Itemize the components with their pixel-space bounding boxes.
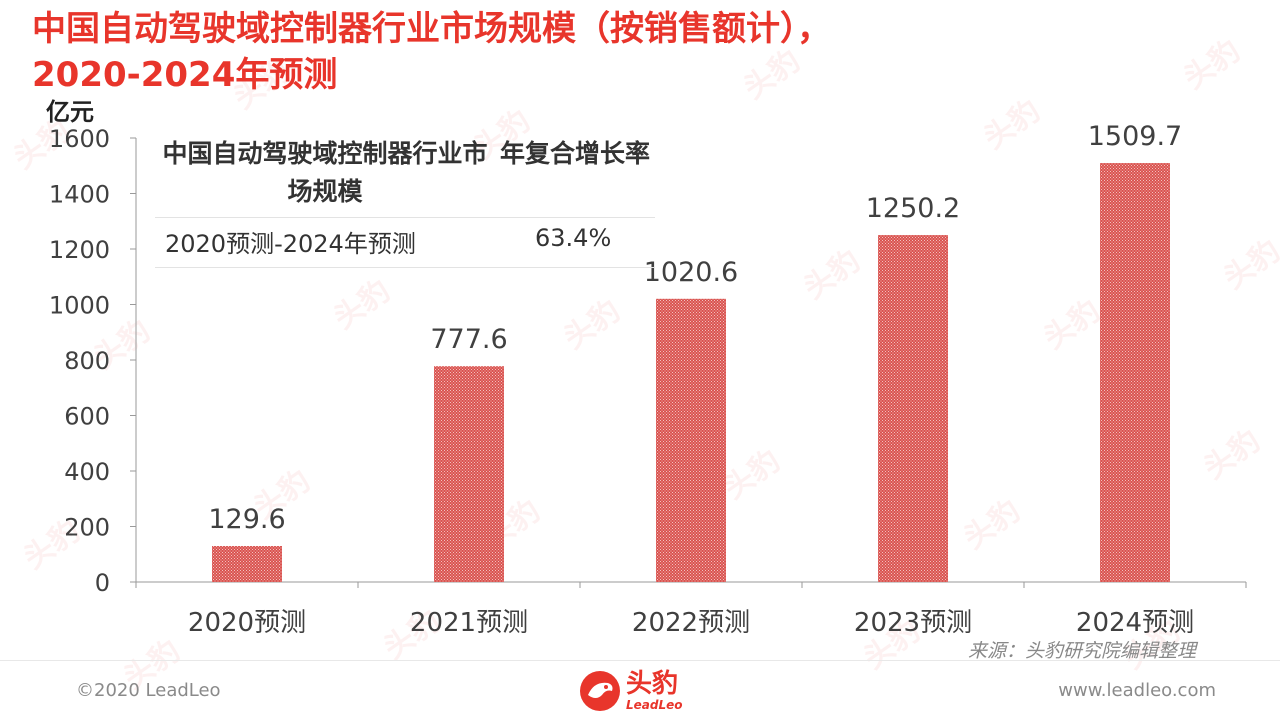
leadleo-logo: 头豹 LeadLeo — [578, 666, 708, 716]
cagr-table-header: 中国自动驾驶域控制器行业市场规模 年复合增长率 — [155, 135, 655, 218]
y-tick-label: 1400 — [49, 181, 110, 209]
data-label: 1509.7 — [1088, 121, 1182, 152]
leopard-logo-icon — [580, 671, 620, 711]
category-label: 2022预测 — [632, 608, 750, 638]
data-label: 777.6 — [430, 324, 507, 355]
cagr-header-market-size: 中国自动驾驶域控制器行业市场规模 — [162, 139, 488, 206]
cagr-period: 2020预测-2024年预测 — [165, 230, 416, 258]
logo-cn-text: 头豹 — [626, 669, 679, 699]
y-tick-label: 200 — [64, 514, 110, 542]
y-tick-label: 1200 — [49, 236, 110, 264]
cagr-table: 中国自动驾驶域控制器行业市场规模 年复合增长率 2020预测-2024年预测 6… — [155, 135, 655, 268]
footer-divider — [0, 660, 1280, 661]
website-link[interactable]: www.leadleo.com — [1058, 680, 1216, 701]
bar — [1100, 163, 1170, 583]
title-line-2: 2020-2024年预测 — [32, 55, 338, 95]
y-tick-label: 800 — [64, 347, 110, 375]
y-tick-label: 0 — [95, 569, 110, 597]
data-label: 1020.6 — [644, 257, 738, 288]
source-note: 来源：头豹研究院编辑整理 — [968, 640, 1197, 662]
category-label: 2024预测 — [1076, 608, 1194, 638]
y-tick-label: 400 — [64, 458, 110, 486]
bar-chart: 0 200 400 600 800 1000 1200 1400 1600 129.6 2020预测… — [49, 121, 1247, 638]
cagr-header-growth-rate: 年复合增长率 — [499, 139, 650, 168]
logo-en-text: LeadLeo — [626, 698, 683, 712]
copyright: ©2020 LeadLeo — [76, 680, 221, 701]
chart-title: 中国自动驾驶域控制器行业市场规模（按销售额计）， 2020-2024年预测 — [32, 6, 1232, 98]
data-label: 129.6 — [208, 504, 285, 535]
cagr-table-row: 2020预测-2024年预测 63.4% — [155, 218, 655, 268]
bar — [656, 298, 726, 582]
bar — [212, 546, 282, 582]
y-tick-label: 1600 — [49, 125, 110, 153]
data-label: 1250.2 — [866, 193, 960, 224]
cagr-rate: 63.4% — [535, 224, 612, 252]
title-line-1: 中国自动驾驶域控制器行业市场规模（按销售额计）， — [32, 9, 831, 49]
y-tick-label: 1000 — [49, 292, 110, 320]
category-label: 2021预测 — [410, 608, 528, 638]
category-label: 2023预测 — [854, 608, 972, 638]
y-tick-label: 600 — [64, 403, 110, 431]
y-axis-unit: 亿元 — [46, 98, 94, 126]
bar — [878, 235, 948, 582]
category-label: 2020预测 — [188, 608, 306, 638]
bar — [434, 366, 504, 582]
